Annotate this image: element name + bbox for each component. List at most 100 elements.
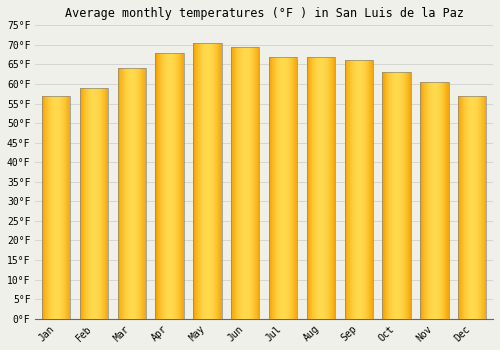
Bar [181,52,182,318]
Bar [234,47,236,318]
Bar [139,68,140,318]
Bar [410,72,411,318]
Bar [164,52,166,318]
Bar [318,57,319,318]
Bar [221,43,222,318]
Bar [483,96,484,318]
Bar [386,72,388,318]
Bar [475,96,476,318]
Bar [473,96,474,318]
Bar [430,82,431,318]
Bar [101,88,102,318]
Bar [355,61,356,319]
Bar [400,72,401,318]
Bar [272,57,273,318]
Bar [447,82,448,318]
Bar [46,96,47,318]
Bar [239,47,240,318]
Bar [458,96,486,318]
Bar [285,57,286,318]
Bar [162,52,163,318]
Bar [319,57,320,318]
Bar [56,96,57,318]
Bar [326,57,328,318]
Bar [440,82,441,318]
Bar [163,52,164,318]
Bar [119,68,120,318]
Bar [436,82,438,318]
Bar [42,96,43,318]
Bar [249,47,250,318]
Bar [334,57,335,318]
Bar [426,82,428,318]
Bar [210,43,211,318]
Bar [384,72,385,318]
Bar [156,52,184,318]
Bar [461,96,462,318]
Bar [69,96,70,318]
Title: Average monthly temperatures (°F ) in San Luis de la Paz: Average monthly temperatures (°F ) in Sa… [64,7,464,20]
Bar [480,96,481,318]
Bar [66,96,67,318]
Bar [174,52,176,318]
Bar [62,96,63,318]
Bar [466,96,468,318]
Bar [47,96,48,318]
Bar [136,68,138,318]
Bar [423,82,424,318]
Bar [360,61,361,319]
Bar [138,68,139,318]
Bar [99,88,100,318]
Bar [170,52,171,318]
Bar [310,57,311,318]
Bar [201,43,202,318]
Bar [481,96,482,318]
Bar [134,68,136,318]
Bar [470,96,471,318]
Bar [351,61,352,319]
Bar [292,57,293,318]
Bar [156,52,157,318]
Bar [193,43,222,318]
Bar [179,52,180,318]
Bar [124,68,126,318]
Bar [286,57,288,318]
Bar [280,57,281,318]
Bar [322,57,323,318]
Bar [256,47,258,318]
Bar [354,61,355,319]
Bar [269,57,298,318]
Bar [92,88,93,318]
Bar [434,82,435,318]
Bar [477,96,478,318]
Bar [58,96,59,318]
Bar [218,43,219,318]
Bar [382,72,411,318]
Bar [242,47,243,318]
Bar [193,43,194,318]
Bar [422,82,423,318]
Bar [325,57,326,318]
Bar [471,96,472,318]
Bar [389,72,390,318]
Bar [358,61,359,319]
Bar [81,88,82,318]
Bar [435,82,436,318]
Bar [463,96,464,318]
Bar [482,96,483,318]
Bar [121,68,122,318]
Bar [365,61,366,319]
Bar [197,43,198,318]
Bar [356,61,358,319]
Bar [368,61,370,319]
Bar [328,57,330,318]
Bar [316,57,318,318]
Bar [349,61,350,319]
Bar [406,72,407,318]
Bar [390,72,391,318]
Bar [204,43,206,318]
Bar [122,68,124,318]
Bar [198,43,199,318]
Bar [89,88,90,318]
Bar [52,96,54,318]
